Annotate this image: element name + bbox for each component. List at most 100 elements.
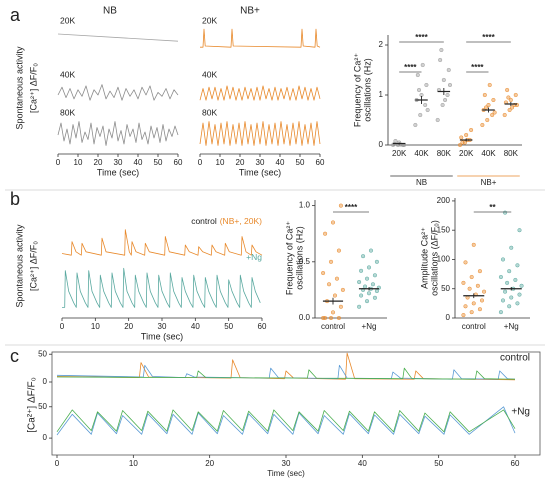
- data-point: [503, 289, 508, 294]
- x-tick-label: 30: [256, 158, 265, 167]
- data-point: [477, 269, 482, 274]
- data-point: [500, 257, 506, 262]
- data-point: [502, 112, 507, 118]
- panel-title: NB+: [240, 6, 260, 17]
- data-point: [372, 295, 377, 300]
- data-point: [471, 242, 476, 247]
- trace-label: 80K: [202, 107, 217, 117]
- data-point: [338, 203, 343, 208]
- data-point: [490, 112, 495, 118]
- x-tick-label: 10: [74, 158, 83, 167]
- trace-name: +Ng: [246, 252, 262, 262]
- x-tick-label: 50: [296, 158, 305, 167]
- trace-label: control (NB+, 20K): [191, 216, 262, 226]
- trace: [61, 229, 263, 256]
- plot-frame: [51, 351, 541, 456]
- data-point: [415, 72, 420, 78]
- data-point: [517, 292, 522, 297]
- y-axis-label: [Ca²⁺] ΔF/F₀: [28, 241, 38, 291]
- data-point: [330, 310, 336, 315]
- data-point: [420, 62, 425, 68]
- data-point: [359, 268, 364, 273]
- data-point: [359, 293, 364, 298]
- trace: [57, 121, 179, 146]
- data-point: [498, 274, 503, 280]
- data-point: [334, 276, 340, 281]
- trace: [199, 85, 321, 101]
- panel-label: b: [10, 189, 20, 209]
- y-axis-label: Spontaneous activity: [14, 46, 24, 130]
- data-point: [510, 105, 515, 110]
- x-axis-label: Time (sec): [141, 331, 183, 341]
- data-point: [438, 57, 443, 63]
- x-tick-label: 30: [158, 322, 167, 331]
- data-point: [361, 254, 366, 259]
- data-point: [366, 265, 372, 270]
- data-point: [500, 298, 506, 303]
- x-tick-label: 50: [154, 158, 163, 167]
- significance-label: ****: [415, 33, 428, 42]
- x-tick-label: 60: [174, 158, 183, 167]
- x-tick-label: 50: [434, 459, 443, 468]
- data-point: [461, 280, 466, 285]
- x-tick-label: 0: [60, 322, 65, 331]
- y-tick-label: 0.0: [299, 313, 311, 322]
- x-tick-label: 0: [56, 158, 61, 167]
- x-tick-label: 80K: [504, 149, 519, 158]
- x-tick-label: 10: [216, 158, 225, 167]
- data-point: [338, 304, 343, 309]
- y-tick-label: 1: [379, 90, 384, 99]
- y-tick-label: 0: [43, 433, 48, 442]
- x-axis-label: Time (sec): [239, 167, 281, 177]
- data-point: [328, 259, 334, 264]
- x-tick-label: 30: [282, 459, 291, 468]
- data-point: [513, 92, 518, 98]
- x-tick-label: 40K: [414, 149, 429, 158]
- x-tick-label: 20: [236, 158, 245, 167]
- group-label: NB+: [481, 178, 497, 187]
- trace: [57, 84, 179, 101]
- data-point: [440, 102, 445, 108]
- panel-label: a: [10, 5, 21, 25]
- data-point: [340, 287, 345, 292]
- data-point: [491, 97, 496, 103]
- trace: [199, 121, 321, 146]
- data-point: [445, 92, 450, 98]
- x-axis-label: Time (sec): [97, 167, 139, 177]
- data-point: [366, 291, 372, 296]
- data-point: [447, 82, 453, 88]
- data-point: [424, 82, 429, 88]
- data-point: [372, 273, 377, 278]
- data-point: [330, 220, 336, 225]
- data-point: [508, 97, 513, 103]
- data-point: [328, 315, 334, 321]
- y-tick-label: 50: [441, 284, 450, 293]
- data-point: [485, 117, 490, 123]
- data-point: [505, 280, 510, 285]
- data-point: [443, 97, 448, 103]
- x-tick-label: 30: [114, 158, 123, 167]
- y-axis-label: oscillations (Hz): [294, 226, 304, 290]
- x-tick-label: 40: [134, 158, 143, 167]
- trace-name: control: [191, 216, 217, 226]
- x-tick-label: 20: [94, 158, 103, 167]
- data-point: [332, 293, 338, 298]
- panel-label: c: [10, 346, 19, 366]
- data-point: [374, 288, 379, 294]
- x-tick-label: +Ng: [504, 322, 519, 331]
- x-tick-label: 60: [511, 459, 520, 468]
- data-point: [467, 286, 472, 291]
- data-point: [441, 77, 446, 83]
- trace: [200, 28, 321, 48]
- y-tick-label: 50: [38, 349, 47, 358]
- x-tick-label: 20K: [459, 149, 474, 158]
- data-point: [483, 105, 489, 110]
- data-point: [498, 310, 503, 315]
- x-tick-label: 50: [224, 322, 233, 331]
- trace-label: 40K: [202, 69, 217, 79]
- trace-label: 80K: [60, 107, 75, 117]
- data-point: [509, 245, 514, 250]
- subplot-label: +Ng: [511, 407, 530, 418]
- data-point: [336, 315, 341, 321]
- x-tick-label: 0: [198, 158, 203, 167]
